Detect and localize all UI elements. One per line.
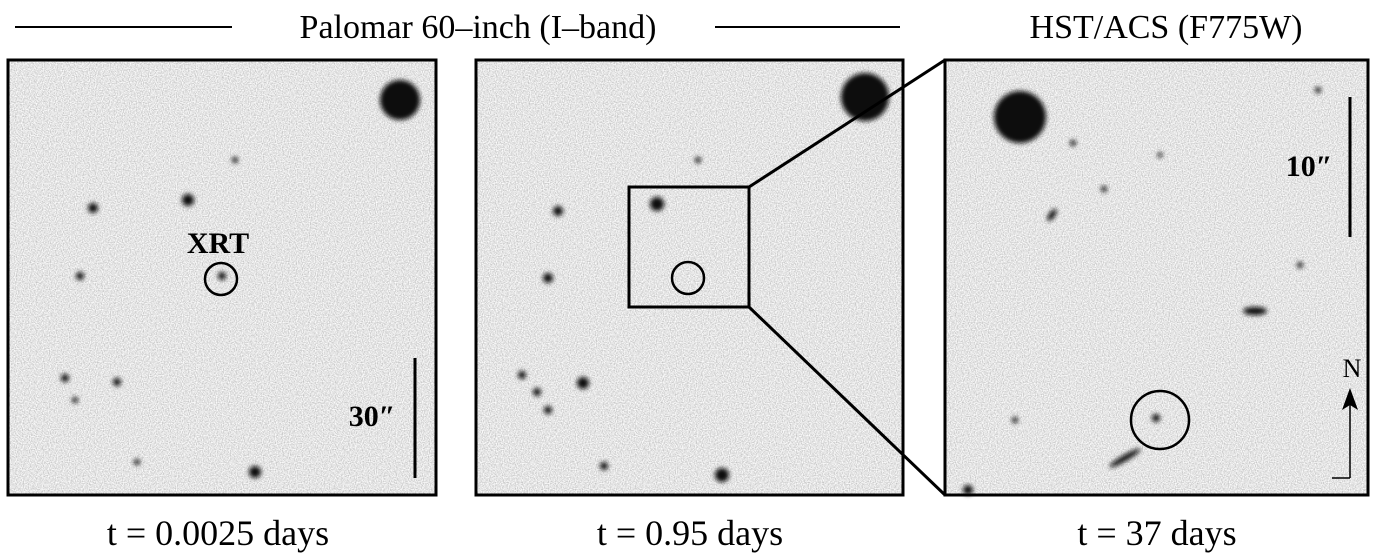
annotation: XRT <box>187 227 249 260</box>
image-panel <box>474 58 905 497</box>
scale-label: 30″ <box>349 400 396 433</box>
header: HST/ACS (F775W) <box>1030 9 1303 46</box>
scale-label: 10″ <box>1286 150 1333 183</box>
caption: t = 0.0025 days <box>107 513 329 553</box>
caption: t = 37 days <box>1077 513 1236 553</box>
zoom-line <box>747 305 947 497</box>
caption: t = 0.95 days <box>597 513 783 553</box>
zoom-line <box>748 58 946 189</box>
image-panel: 10″ N <box>943 58 1370 497</box>
compass-label: N <box>1343 354 1362 383</box>
header: Palomar 60–inch (I–band) <box>300 9 657 46</box>
image-panel: XRT 30″ <box>6 58 438 497</box>
